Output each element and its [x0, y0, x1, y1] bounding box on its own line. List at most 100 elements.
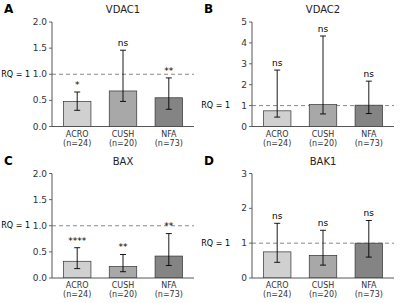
- panel: DBAK10123RQ = 1nsACRO(n=24)nsCUSH(n=20)n…: [201, 154, 394, 300]
- error-cap-high: [74, 92, 80, 93]
- y-tick-label: 1.0: [33, 69, 48, 79]
- significance-label: ns: [364, 69, 375, 79]
- title: BAK1: [310, 156, 337, 167]
- error-bar: [166, 234, 172, 266]
- error-cap-high: [74, 247, 80, 248]
- x-axis: [52, 278, 194, 279]
- x-tick-label-line: (n=20): [309, 139, 337, 148]
- significance-label: *: [75, 80, 80, 90]
- x-tick-label-line: CUSH: [312, 130, 335, 139]
- error-stem: [168, 234, 169, 266]
- title: BAX: [113, 156, 134, 167]
- y-tick-label: 0: [241, 273, 247, 283]
- error-bar: [166, 78, 172, 109]
- error-bar: [120, 50, 126, 101]
- plot-area: [252, 221, 394, 278]
- error-cap-high: [366, 220, 372, 221]
- x-tick-label: CUSH(n=20): [109, 281, 137, 299]
- y-tick-label: 5: [241, 17, 247, 27]
- x-axis: [252, 278, 394, 279]
- y-tick-label: 0.0: [33, 122, 48, 132]
- error-cap-high: [166, 233, 172, 234]
- x-tick-label: NFA(n=73): [155, 281, 183, 299]
- significance-label: **: [164, 66, 174, 76]
- error-cap-low: [320, 265, 326, 266]
- error-cap-high: [320, 36, 326, 37]
- x-tick-label: ACRO(n=24): [263, 281, 291, 299]
- panel-label: D: [204, 154, 214, 168]
- reference-label: RQ = 1: [1, 70, 30, 79]
- significance-label: ****: [68, 236, 87, 246]
- x-tick-label-line: (n=73): [355, 290, 383, 299]
- significance-label: ns: [318, 218, 329, 228]
- panel-label: C: [4, 154, 13, 168]
- x-tick-label: CUSH(n=20): [109, 130, 137, 148]
- error-stem: [77, 248, 78, 269]
- x-tick-label-line: (n=73): [155, 139, 183, 148]
- x-tick-label: ACRO(n=24): [263, 130, 291, 148]
- error-stem: [123, 254, 124, 271]
- x-tick-label-line: (n=20): [309, 290, 337, 299]
- error-cap-low: [166, 109, 172, 110]
- error-cap-low: [274, 117, 280, 118]
- significance-label: ns: [118, 38, 129, 48]
- y-tick-label: 2.0: [33, 169, 48, 179]
- x-tick-label: ACRO(n=24): [63, 130, 91, 148]
- x-tick-label: CUSH(n=20): [309, 130, 337, 148]
- error-stem: [123, 50, 124, 101]
- error-cap-low: [166, 265, 172, 266]
- x-tick-label-line: ACRO: [266, 281, 289, 290]
- y-tick-label: 0: [241, 122, 247, 132]
- error-bar: [274, 70, 280, 117]
- x-tick-label-line: (n=20): [109, 139, 137, 148]
- error-bar: [320, 36, 326, 114]
- y-tick-label: 3: [241, 169, 247, 179]
- panel-label: A: [4, 2, 14, 16]
- error-stem: [77, 92, 78, 110]
- y-tick-label: 1.5: [33, 43, 47, 53]
- y-tick-label: 0.5: [33, 247, 47, 257]
- significance-label: ns: [318, 24, 329, 34]
- x-tick-label-line: ACRO: [66, 130, 89, 139]
- error-cap-low: [274, 262, 280, 263]
- x-tick-label-line: NFA: [361, 130, 377, 139]
- error-cap-high: [120, 254, 126, 255]
- error-bar: [74, 248, 80, 269]
- reference-label: RQ = 1: [201, 239, 230, 248]
- x-tick-label: ACRO(n=24): [63, 281, 91, 299]
- error-stem: [368, 81, 369, 113]
- y-axis: [252, 22, 253, 127]
- significance-label: **: [119, 242, 129, 252]
- x-axis: [252, 126, 394, 127]
- x-tick-label-line: CUSH: [312, 281, 335, 290]
- x-tick-label-line: NFA: [161, 130, 177, 139]
- error-bar: [320, 230, 326, 265]
- x-tick-label-line: (n=73): [155, 290, 183, 299]
- error-stem: [277, 223, 278, 262]
- x-tick-label: NFA(n=73): [355, 130, 383, 148]
- error-cap-high: [120, 50, 126, 51]
- x-tick-label-line: CUSH: [112, 130, 135, 139]
- plot-area: [52, 50, 194, 126]
- error-cap-high: [166, 77, 172, 78]
- error-bar: [366, 81, 372, 113]
- y-tick-label: 4: [241, 38, 247, 48]
- y-tick-label: 1.0: [33, 221, 48, 231]
- panel: CBAX0.00.51.01.52.0RQ = 1****ACRO(n=24)*…: [1, 154, 194, 300]
- error-cap-high: [274, 223, 280, 224]
- y-axis: [52, 174, 53, 279]
- y-tick-label: 0.0: [33, 273, 48, 283]
- plot-area: [52, 226, 194, 278]
- y-tick-label: 1: [241, 238, 247, 248]
- error-stem: [277, 70, 278, 117]
- error-cap-low: [120, 271, 126, 272]
- significance-label: ns: [364, 208, 375, 218]
- panel-label: B: [204, 2, 213, 16]
- title: VDAC1: [106, 4, 140, 15]
- error-stem: [368, 221, 369, 258]
- title: VDAC2: [306, 4, 340, 15]
- y-tick-label: 2: [241, 80, 247, 90]
- x-tick-label-line: (n=20): [109, 290, 137, 299]
- x-tick-label-line: (n=24): [63, 290, 91, 299]
- error-cap-low: [320, 113, 326, 114]
